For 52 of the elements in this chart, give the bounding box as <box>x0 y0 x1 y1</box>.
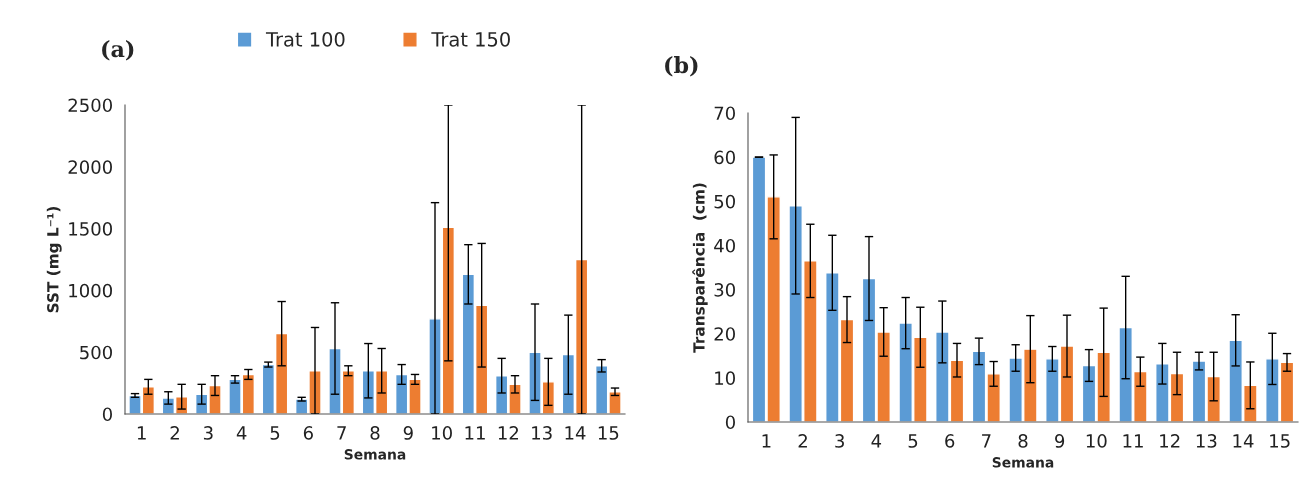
x-tick-label: 7 <box>982 434 991 448</box>
x-tick-label: 6 <box>945 434 955 448</box>
x-tick-label: 13 <box>532 426 552 440</box>
y-tick-label: 0 <box>725 415 735 430</box>
x-tick-label: 12 <box>498 426 519 440</box>
x-tick-label: 15 <box>598 426 619 440</box>
y-tick-label: 30 <box>714 283 735 297</box>
y-tick-label: 1500 <box>69 222 112 236</box>
x-axis-title: Semana <box>344 449 406 460</box>
x-tick-label: 1 <box>137 426 146 440</box>
x-tick-label: 11 <box>1123 434 1143 448</box>
text: (b) <box>665 56 698 77</box>
y-tick-label: 2000 <box>68 160 112 174</box>
x-tick-label: 9 <box>1055 434 1065 448</box>
y-tick-label: 500 <box>80 345 112 360</box>
y-tick-label: 40 <box>714 238 735 253</box>
y-tick-label: 0 <box>102 407 112 422</box>
x-tick-label: 8 <box>1018 434 1028 448</box>
x-tick-label: 5 <box>908 434 918 448</box>
x-tick-label: 4 <box>236 426 247 440</box>
text: (a) <box>102 40 134 61</box>
x-tick-label: 2 <box>798 434 807 448</box>
y-tick-label: 1000 <box>69 283 112 298</box>
x-tick-label: 9 <box>403 426 413 440</box>
x-tick-label: 14 <box>1233 434 1254 448</box>
x-tick-label: 10 <box>1086 434 1107 448</box>
x-tick-label: 2 <box>170 426 179 440</box>
x-tick-label: 3 <box>203 426 213 440</box>
x-tick-label: 13 <box>1196 434 1217 448</box>
y-tick-label: 2500 <box>68 98 112 113</box>
legend-label: Trat 150 <box>431 31 510 47</box>
x-tick-label: 1 <box>762 434 771 448</box>
y-tick-label: 50 <box>714 194 735 209</box>
y-tick-label: 60 <box>714 150 735 165</box>
x-axis-title: Semana <box>992 457 1054 468</box>
x-tick-label: 6 <box>303 426 313 440</box>
y-axis-title: Transparência (cm) <box>692 183 708 353</box>
x-tick-label: 12 <box>1160 434 1180 448</box>
x-tick-label: 8 <box>370 426 380 440</box>
x-tick-label: 3 <box>835 434 844 448</box>
x-tick-label: 7 <box>337 426 346 440</box>
x-tick-label: 14 <box>565 426 586 440</box>
legend-label: Trat 100 <box>265 31 345 47</box>
y-tick-label: 70 <box>714 106 735 121</box>
y-tick-label: 20 <box>714 327 735 341</box>
y-axis-title: SST (mg L⁻¹) <box>46 206 62 313</box>
x-tick-label: 10 <box>432 426 452 440</box>
x-tick-label: 5 <box>270 426 280 440</box>
y-tick-label: 10 <box>715 371 735 385</box>
x-tick-label: 4 <box>871 434 882 448</box>
x-tick-label: 11 <box>465 426 485 440</box>
x-tick-label: 15 <box>1270 434 1290 448</box>
